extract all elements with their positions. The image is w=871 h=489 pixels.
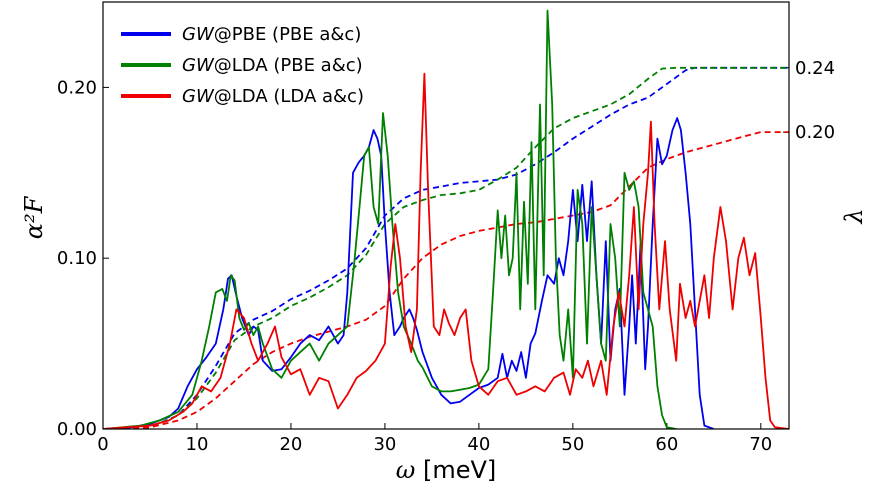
- y-tick-label-left: 0.20: [57, 77, 97, 98]
- y-tick-label-right: 0.24: [795, 58, 835, 79]
- legend-label-blue: GW@PBE (PBE a&c): [182, 24, 361, 45]
- x-tick-label: 40: [467, 434, 490, 455]
- a2f-line-green: [103, 9, 677, 429]
- legend-label-red: GW@LDA (LDA a&c): [182, 86, 364, 107]
- x-tick-label: 50: [561, 434, 584, 455]
- a2f-line-red: [103, 72, 789, 429]
- y-tick-label-right: 0.20: [795, 122, 835, 143]
- x-tick-label: 0: [97, 434, 108, 455]
- lines-layer: [103, 9, 789, 429]
- lambda-line-green: [103, 66, 789, 429]
- plot-frame: [102, 1, 790, 430]
- legend: GW@PBE (PBE a&c) GW@LDA (PBE a&c) GW@LDA…: [121, 24, 364, 107]
- ticks-layer: 0 10 20 30 40 50 60 70 0.00 0.10 0.20 0.24 0.20: [57, 58, 835, 455]
- a2f-line-blue: [103, 117, 715, 429]
- x-tick-label: 60: [655, 434, 678, 455]
- y-tick-label-left: 0.00: [57, 419, 97, 440]
- y-axis-title-left: α²F: [20, 195, 48, 239]
- y-axis-title-right: λ: [840, 208, 868, 224]
- legend-label-green: GW@LDA (PBE a&c): [182, 55, 363, 76]
- x-axis-title: ω [meV]: [396, 456, 497, 484]
- x-tick-label: 10: [186, 434, 209, 455]
- x-tick-label: 20: [279, 434, 302, 455]
- lambda-line-red: [103, 131, 789, 429]
- lambda-line-blue: [103, 66, 789, 429]
- x-tick-label: 30: [373, 434, 396, 455]
- y-tick-label-left: 0.10: [57, 248, 97, 269]
- x-tick-label: 70: [749, 434, 772, 455]
